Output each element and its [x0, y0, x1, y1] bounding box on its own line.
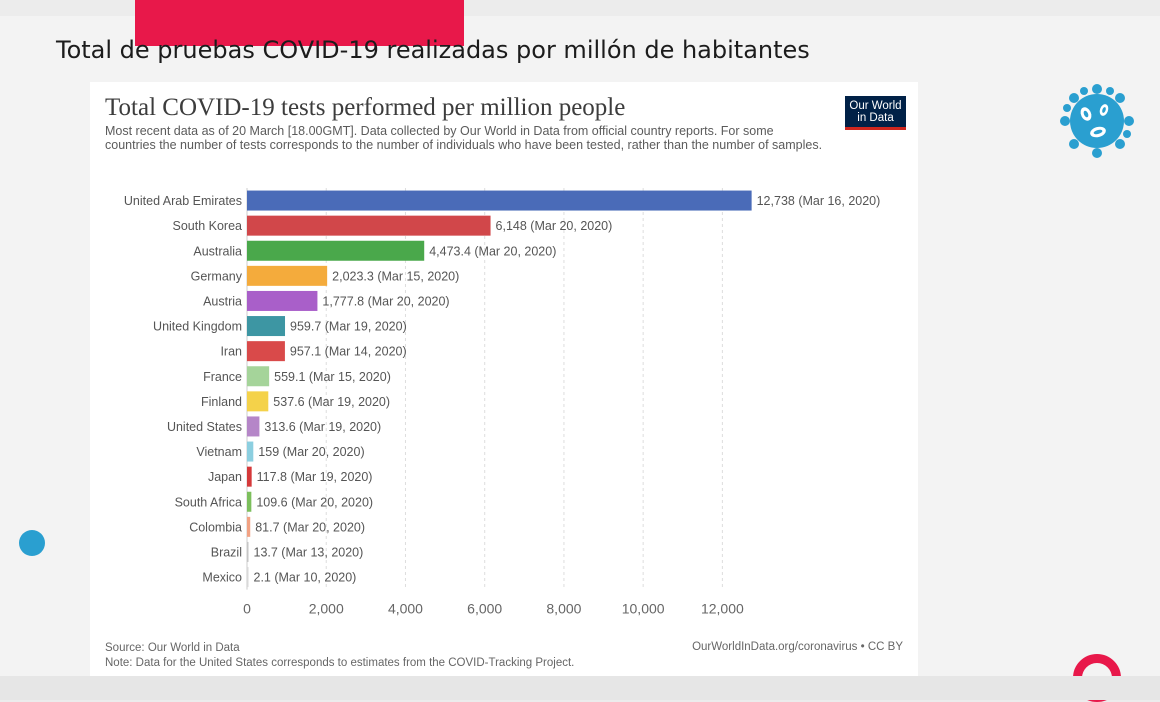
value-label: 2.1 (Mar 10, 2020)	[254, 571, 357, 585]
x-tick-label: 2,000	[309, 601, 344, 617]
value-label: 1,777.8 (Mar 20, 2020)	[322, 294, 449, 308]
x-tick-label: 12,000	[701, 601, 744, 617]
category-label: Iran	[220, 345, 242, 359]
bar	[247, 466, 252, 487]
bar	[247, 341, 285, 362]
bar	[247, 265, 328, 286]
value-label: 957.1 (Mar 14, 2020)	[290, 345, 407, 359]
chart-subtitle: Most recent data as of 20 March [18.00GM…	[105, 124, 823, 152]
bar	[247, 567, 249, 588]
bar	[247, 215, 491, 236]
category-label: South Africa	[175, 495, 242, 509]
owid-logo-line1: Our World	[849, 100, 902, 112]
category-label: United States	[167, 420, 242, 434]
category-label: Germany	[191, 269, 243, 283]
top-accent-bar	[135, 0, 464, 46]
x-tick-label: 6,000	[467, 601, 502, 617]
bar	[247, 491, 252, 512]
value-label: 159 (Mar 20, 2020)	[258, 445, 364, 459]
value-label: 537.6 (Mar 19, 2020)	[273, 395, 390, 409]
x-tick-label: 0	[243, 601, 251, 617]
x-tick-label: 8,000	[546, 601, 581, 617]
value-label: 313.6 (Mar 19, 2020)	[264, 420, 381, 434]
owid-logo-line2: in Data	[857, 112, 894, 124]
bottom-strip	[0, 676, 1160, 700]
category-label: South Korea	[173, 219, 243, 233]
value-label: 6,148 (Mar 20, 2020)	[496, 219, 613, 233]
value-label: 81.7 (Mar 20, 2020)	[255, 520, 365, 534]
category-label: France	[203, 370, 242, 384]
value-label: 13.7 (Mar 13, 2020)	[254, 545, 364, 559]
x-tick-label: 10,000	[622, 601, 665, 617]
bar	[247, 190, 752, 211]
bar	[247, 541, 249, 562]
category-label: Japan	[208, 470, 242, 484]
x-tick-label: 4,000	[388, 601, 423, 617]
category-label: Brazil	[211, 545, 242, 559]
virus-icon	[1060, 84, 1134, 158]
category-label: Austria	[203, 294, 242, 308]
chart-footer: Source: Our World in Data Note: Data for…	[105, 641, 574, 671]
chart-title: Total COVID-19 tests performed per milli…	[105, 94, 626, 121]
bar-chart: 0 2,000 4,000 6,000 8,000 10,000 12,000 United …	[124, 188, 881, 617]
value-label: 109.6 (Mar 20, 2020)	[256, 495, 373, 509]
bar	[247, 240, 425, 261]
value-label: 959.7 (Mar 19, 2020)	[290, 320, 407, 334]
bar	[247, 290, 318, 311]
owid-logo[interactable]: Our World in Data	[845, 96, 906, 130]
slide-title: Total de pruebas COVID-19 realizadas por…	[56, 36, 810, 64]
value-label: 117.8 (Mar 19, 2020)	[257, 470, 373, 484]
decorative-dot	[19, 530, 45, 556]
bar	[247, 416, 260, 437]
bar	[247, 366, 270, 387]
category-label: Colombia	[189, 520, 242, 534]
value-label: 559.1 (Mar 15, 2020)	[274, 370, 391, 384]
note-text: Note: Data for the United States corresp…	[105, 657, 575, 669]
category-label: Mexico	[202, 571, 242, 585]
credit-link[interactable]: OurWorldInData.org/coronavirus • CC BY	[692, 641, 903, 653]
value-label: 4,473.4 (Mar 20, 2020)	[429, 244, 556, 258]
bar	[247, 516, 251, 537]
bar	[247, 391, 269, 412]
category-label: United Arab Emirates	[124, 194, 242, 208]
bar	[247, 316, 286, 337]
value-label: 12,738 (Mar 16, 2020)	[757, 194, 881, 208]
value-label: 2,023.3 (Mar 15, 2020)	[332, 269, 459, 283]
chart-card: Total COVID-19 tests performed per milli…	[90, 82, 918, 677]
source-text: Source: Our World in Data	[105, 642, 240, 654]
category-label: Australia	[193, 244, 242, 258]
bar	[247, 441, 254, 462]
category-label: Vietnam	[196, 445, 242, 459]
category-label: Finland	[201, 395, 242, 409]
category-label: United Kingdom	[153, 320, 242, 334]
